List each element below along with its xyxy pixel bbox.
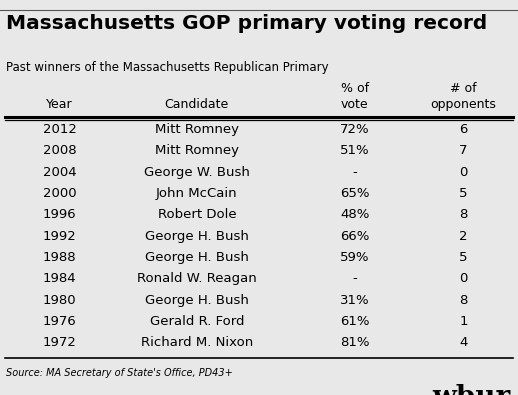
Text: wbur: wbur [432, 384, 510, 395]
Text: 0: 0 [459, 273, 468, 285]
Text: 48%: 48% [340, 209, 369, 221]
Text: 2: 2 [459, 230, 468, 243]
Text: 5: 5 [459, 187, 468, 200]
Text: Past winners of the Massachusetts Republican Primary: Past winners of the Massachusetts Republ… [6, 61, 329, 74]
Text: George H. Bush: George H. Bush [145, 294, 249, 307]
Text: Candidate: Candidate [165, 98, 229, 111]
Text: -: - [352, 166, 357, 179]
Text: 1984: 1984 [43, 273, 76, 285]
Text: 2000: 2000 [43, 187, 76, 200]
Text: Robert Dole: Robert Dole [157, 209, 236, 221]
Text: Mitt Romney: Mitt Romney [155, 145, 239, 157]
Text: John McCain: John McCain [156, 187, 238, 200]
Text: 1976: 1976 [42, 315, 77, 328]
Text: # of: # of [450, 83, 477, 95]
Text: Massachusetts GOP primary voting record: Massachusetts GOP primary voting record [6, 14, 487, 33]
Text: 4: 4 [459, 337, 468, 349]
Text: Source: MA Secretary of State's Office, PD43+: Source: MA Secretary of State's Office, … [6, 368, 233, 378]
Text: 65%: 65% [340, 187, 369, 200]
Text: Gerald R. Ford: Gerald R. Ford [150, 315, 244, 328]
Text: 5: 5 [459, 251, 468, 264]
Text: 66%: 66% [340, 230, 369, 243]
Text: George H. Bush: George H. Bush [145, 230, 249, 243]
Text: vote: vote [341, 98, 369, 111]
Text: 31%: 31% [340, 294, 370, 307]
Text: 2012: 2012 [42, 123, 77, 136]
Text: 7: 7 [459, 145, 468, 157]
Text: 0: 0 [459, 166, 468, 179]
Text: 59%: 59% [340, 251, 369, 264]
Text: 8: 8 [459, 294, 468, 307]
Text: 1996: 1996 [43, 209, 76, 221]
Text: Year: Year [46, 98, 73, 111]
Text: 81%: 81% [340, 337, 369, 349]
Text: 1: 1 [459, 315, 468, 328]
Text: George H. Bush: George H. Bush [145, 251, 249, 264]
Text: Ronald W. Reagan: Ronald W. Reagan [137, 273, 257, 285]
Text: 1992: 1992 [42, 230, 77, 243]
Text: 6: 6 [459, 123, 468, 136]
Text: 2004: 2004 [43, 166, 76, 179]
Text: 72%: 72% [340, 123, 370, 136]
Text: % of: % of [341, 83, 369, 95]
Text: 1988: 1988 [43, 251, 76, 264]
Text: 51%: 51% [340, 145, 370, 157]
Text: 8: 8 [459, 209, 468, 221]
Text: George W. Bush: George W. Bush [144, 166, 250, 179]
Text: 1980: 1980 [43, 294, 76, 307]
Text: -: - [352, 273, 357, 285]
Text: 2008: 2008 [43, 145, 76, 157]
Text: Mitt Romney: Mitt Romney [155, 123, 239, 136]
Text: 1972: 1972 [42, 337, 77, 349]
Text: opponents: opponents [430, 98, 497, 111]
Text: 61%: 61% [340, 315, 369, 328]
Text: Richard M. Nixon: Richard M. Nixon [141, 337, 253, 349]
